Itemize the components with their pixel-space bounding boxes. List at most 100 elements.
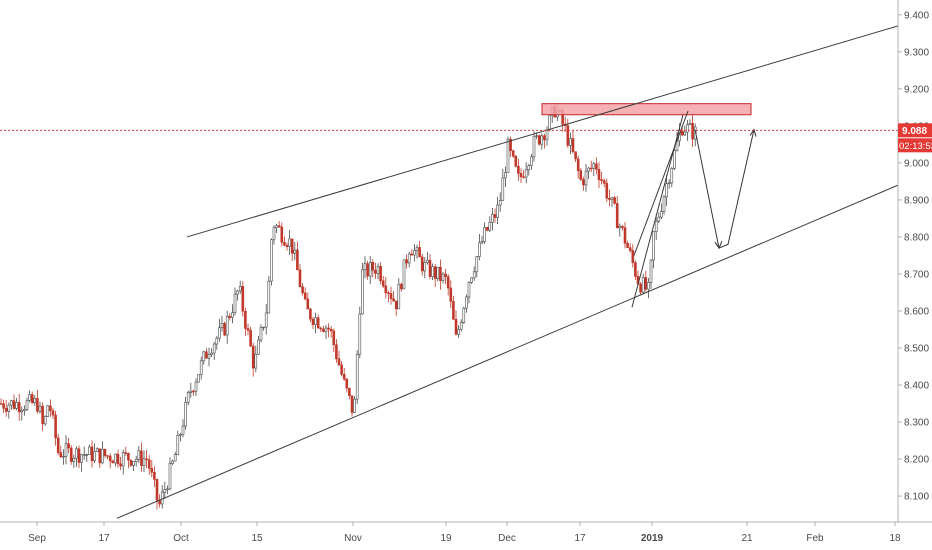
- projection-path[interactable]: [694, 129, 755, 249]
- candle: [275, 223, 278, 233]
- price-tick-label: 8.500: [904, 344, 929, 355]
- candle: [142, 450, 146, 472]
- candle: [267, 276, 271, 314]
- candle: [654, 214, 658, 240]
- candle: [379, 262, 382, 285]
- candle: [189, 382, 193, 398]
- candle: [462, 306, 466, 324]
- candle: [446, 273, 450, 296]
- candle: [501, 168, 505, 201]
- candle: [59, 445, 63, 458]
- candle: [301, 283, 304, 296]
- candle: [420, 253, 424, 276]
- candle: [20, 406, 24, 421]
- candle: [530, 153, 533, 170]
- candle: [75, 446, 78, 468]
- candle: [441, 272, 445, 284]
- candle: [509, 136, 512, 157]
- candle: [38, 401, 42, 414]
- candle: [384, 276, 388, 299]
- candle: [504, 166, 507, 187]
- candle: [691, 114, 694, 148]
- candle: [467, 281, 471, 304]
- candle: [163, 481, 167, 499]
- candle: [17, 393, 21, 421]
- projection-down-arrowhead: [714, 240, 723, 250]
- current-price-label: 9.088: [902, 126, 927, 137]
- candle: [615, 196, 619, 229]
- candle: [652, 230, 655, 269]
- price-tick-label: 8.400: [904, 381, 929, 392]
- candle: [77, 445, 81, 468]
- candle: [496, 196, 499, 225]
- candle: [688, 119, 692, 126]
- candle: [329, 325, 333, 338]
- candle: [257, 335, 260, 356]
- candle: [69, 444, 73, 465]
- candle: [480, 235, 484, 245]
- candle: [36, 389, 39, 414]
- candle: [543, 133, 546, 149]
- candle: [264, 303, 268, 335]
- resistance-zone[interactable]: [541, 103, 752, 116]
- candle: [394, 300, 398, 316]
- lower-channel-trendline[interactable]: [116, 184, 899, 519]
- candle: [324, 325, 328, 340]
- candle: [387, 290, 390, 303]
- candle: [626, 240, 629, 249]
- candle: [587, 166, 590, 180]
- candle: [511, 149, 515, 159]
- candle: [524, 162, 528, 184]
- candle: [673, 145, 676, 171]
- candle: [376, 263, 380, 280]
- candle: [342, 367, 346, 381]
- candle: [493, 208, 497, 223]
- upper-channel-trendline[interactable]: [186, 25, 899, 238]
- candle: [280, 222, 284, 247]
- candle: [418, 240, 421, 258]
- candle: [519, 168, 523, 183]
- time-tick-label: 2019: [641, 533, 664, 544]
- candle: [340, 361, 343, 377]
- candle: [207, 347, 211, 367]
- price-tick-label: 9.300: [904, 47, 929, 58]
- candle: [498, 192, 502, 212]
- candle: [686, 120, 689, 141]
- candle: [51, 407, 55, 420]
- candle: [7, 402, 11, 419]
- candle: [116, 449, 120, 468]
- candle: [683, 125, 687, 137]
- candle: [363, 256, 367, 279]
- candle: [249, 326, 252, 347]
- price-tick-label: 9.000: [904, 158, 929, 169]
- price-tick-label: 9.400: [904, 10, 929, 21]
- candle: [270, 238, 273, 286]
- candle: [584, 163, 588, 192]
- time-axis[interactable]: Sep 17 Oct 15 Nov 19 Dec 17 2019 21 Feb 18: [28, 522, 901, 544]
- candle: [311, 316, 315, 330]
- candle: [517, 158, 520, 181]
- candle: [667, 179, 671, 189]
- candle: [514, 154, 518, 168]
- candle: [371, 258, 375, 278]
- candle: [88, 444, 91, 455]
- candle: [145, 449, 148, 468]
- candle: [67, 437, 70, 454]
- candle: [298, 264, 302, 288]
- candle: [662, 195, 666, 215]
- candle: [194, 378, 198, 396]
- candle: [413, 243, 416, 262]
- candle: [80, 453, 83, 472]
- candle: [402, 259, 406, 290]
- candle: [225, 310, 229, 344]
- wedge-upper-trendline[interactable]: [633, 110, 689, 256]
- candle: [634, 260, 637, 280]
- candle: [423, 257, 427, 279]
- price-tick-label: 8.100: [904, 492, 929, 503]
- candle: [639, 282, 642, 295]
- candle: [574, 151, 577, 163]
- candle: [150, 459, 154, 478]
- candle: [358, 306, 362, 359]
- candle: [579, 167, 583, 181]
